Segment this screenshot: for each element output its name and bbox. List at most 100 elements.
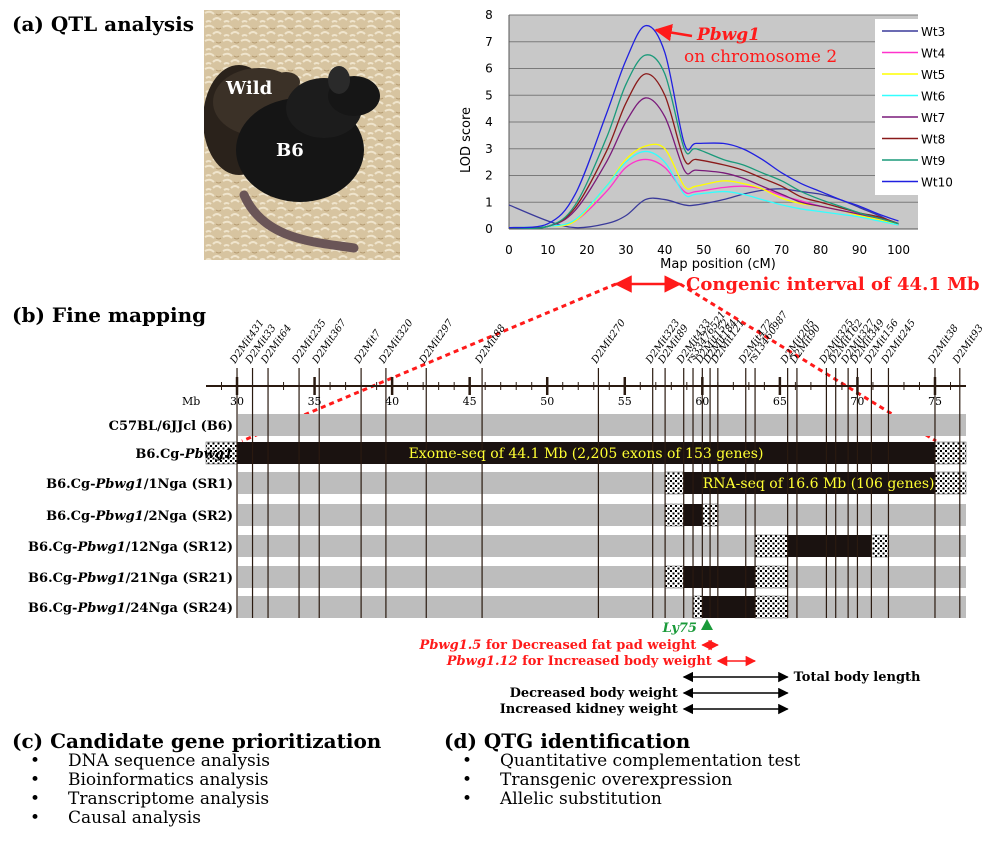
qtl-interval-label: Decreased body weight — [510, 686, 678, 701]
legend-entry: Wt10 — [921, 176, 953, 190]
x-tick-label: 50 — [696, 243, 711, 257]
annotation-arrow — [654, 23, 693, 42]
legend-entry: Wt9 — [921, 154, 945, 168]
gene-marker-triangle — [700, 619, 713, 630]
photo-label-wild: Wild — [225, 78, 273, 99]
candidate-item: Bioinformatics analysis — [12, 771, 270, 791]
mb-tick-label: 40 — [385, 395, 399, 408]
strain-row-bar — [238, 414, 966, 436]
mb-tick-label: 70 — [850, 395, 864, 408]
wild-segment — [683, 472, 935, 494]
strain-note: RNA-seq of 16.6 Mb (106 genes) — [703, 476, 935, 492]
legend-entry: Wt5 — [921, 68, 945, 82]
strain-label: C57BL/6JJcl (B6) — [109, 419, 233, 434]
marker-label: D2Mit88 — [473, 323, 508, 367]
series-line-Wt7 — [508, 97, 899, 229]
section-a-title: (a) QTL analysis — [12, 12, 194, 36]
mb-tick-label: 65 — [773, 395, 787, 408]
marker-label: D2Mit297 — [417, 317, 456, 366]
legend-entry: Wt6 — [921, 90, 945, 104]
wild-segment — [702, 596, 756, 618]
qtg-item: Transgenic overexpression — [444, 771, 800, 791]
x-axis-label: Map position (cM) — [660, 257, 776, 272]
strain-row-bar — [238, 566, 966, 588]
x-tick-label: 80 — [813, 243, 828, 257]
photo-label-b6: B6 — [276, 140, 304, 161]
series-line-Wt9 — [508, 54, 899, 230]
y-tick-label: 6 — [485, 62, 493, 76]
mb-tick-label: 55 — [618, 395, 632, 408]
y-tick-label: 8 — [485, 8, 493, 22]
series-line-Wt8 — [508, 73, 899, 229]
annotation-text: on chromosome 2 — [684, 47, 837, 67]
x-tick-label: 100 — [887, 243, 910, 257]
mouse-photo-drawing: Wild B6 — [204, 10, 400, 260]
annotation-gene: Pbwg1 — [696, 25, 760, 45]
x-tick-label: 90 — [852, 243, 867, 257]
mb-label: Mb — [182, 395, 200, 408]
mb-tick-label: 45 — [463, 395, 477, 408]
strain-label: B6.Cg-Pbwg1/21Nga (SR21) — [28, 571, 233, 586]
strain-label: B6.Cg-Pbwg1/2Nga (SR2) — [46, 509, 233, 524]
mb-tick-label: 30 — [230, 395, 244, 408]
series-line-Wt10 — [508, 25, 899, 229]
y-tick-label: 3 — [485, 142, 493, 156]
qtg-list: Quantitative complementation testTransge… — [444, 752, 800, 810]
mb-tick-label: 75 — [928, 395, 942, 408]
y-tick-label: 5 — [485, 88, 493, 102]
congenic-label: Congenic interval of 44.1 Mb — [686, 274, 980, 295]
recombination-segment — [664, 503, 684, 527]
qtg-item: Allelic substitution — [444, 790, 800, 810]
mb-tick-label: 60 — [695, 395, 709, 408]
strain-label: B6.Cg-Pbwg1/12Nga (SR12) — [28, 540, 233, 555]
marker-label: D2Mit320 — [377, 317, 416, 366]
recombination-segment — [934, 471, 967, 495]
legend-entry: Wt4 — [921, 47, 945, 61]
y-tick-label: 7 — [485, 35, 493, 49]
legend — [875, 19, 993, 195]
mb-tick-label: 50 — [540, 395, 554, 408]
y-tick-label: 1 — [485, 195, 493, 209]
legend-entry: Wt8 — [921, 133, 945, 147]
y-tick-label: 0 — [485, 222, 493, 236]
recombination-segment — [754, 595, 788, 619]
y-tick-label: 4 — [485, 115, 493, 129]
recombination-segment — [934, 441, 967, 465]
wild-segment — [237, 442, 935, 464]
candidate-item: DNA sequence analysis — [12, 752, 270, 772]
recombination-segment — [754, 534, 788, 558]
recombination-segment — [871, 534, 889, 558]
y-tick-label: 2 — [485, 169, 493, 183]
legend-entry: Wt7 — [921, 111, 945, 125]
candidate-list: DNA sequence analysisBioinformatics anal… — [12, 752, 270, 829]
y-axis-label: LOD score — [459, 107, 474, 173]
x-tick-label: 10 — [540, 243, 555, 257]
candidate-item: Transcriptome analysis — [12, 790, 270, 810]
x-tick-label: 60 — [735, 243, 750, 257]
qtg-item: Quantitative complementation test — [444, 752, 800, 772]
x-tick-label: 20 — [579, 243, 594, 257]
section-d-title: (d) QTG identification — [444, 729, 691, 753]
section-b-title: (b) Fine mapping — [12, 303, 207, 327]
strain-label: B6.Cg-Pbwg1/24Nga (SR24) — [28, 601, 233, 616]
strain-row-bar — [238, 504, 966, 526]
recombination-segment — [664, 565, 684, 589]
qtl-interval-label: Increased kidney weight — [500, 702, 678, 717]
strain-label: B6.Cg-Pbwg1 — [135, 447, 233, 462]
series-line-Wt6 — [508, 150, 899, 229]
congenic-interval: Congenic interval of 44.1 Mb — [241, 274, 980, 443]
legend-entry: Wt3 — [921, 25, 945, 39]
wild-segment — [787, 535, 872, 557]
qtl-interval-label: Pbwg1.12 for Increased body weight — [446, 654, 712, 669]
section-c-title: (c) Candidate gene prioritization — [12, 729, 382, 753]
x-tick-label: 70 — [774, 243, 789, 257]
candidate-item: Causal analysis — [12, 809, 270, 829]
x-tick-label: 40 — [657, 243, 672, 257]
x-tick-label: 30 — [618, 243, 633, 257]
strain-row-bar — [238, 596, 966, 618]
strain-label: B6.Cg-Pbwg1/1Nga (SR1) — [46, 477, 233, 492]
mouse-photo: Wild B6 — [204, 10, 400, 260]
strain-note: Exome-seq of 44.1 Mb (2,205 exons of 153… — [409, 446, 764, 462]
